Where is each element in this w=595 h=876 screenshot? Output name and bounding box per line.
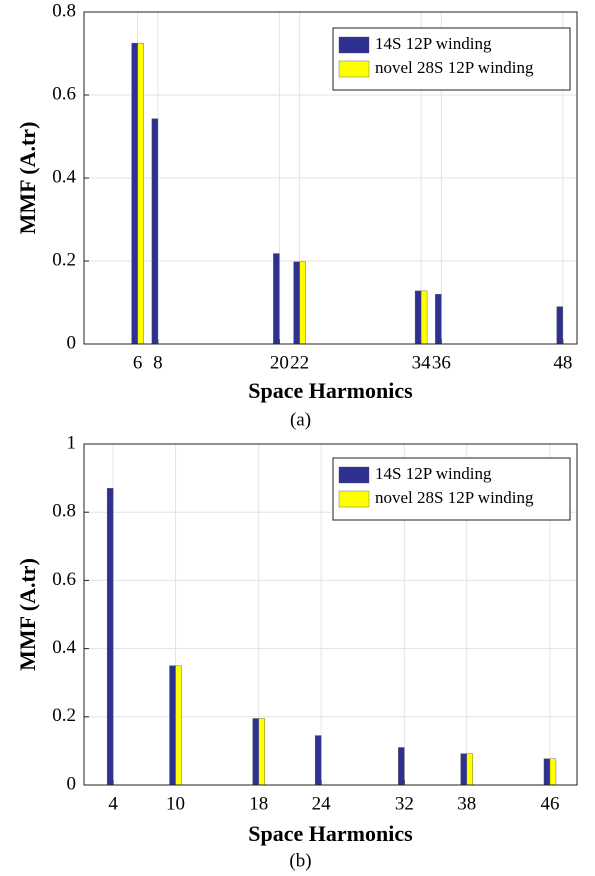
y-tick-label: 0.8 — [52, 0, 76, 21]
bar — [151, 118, 159, 345]
x-tick-label: 38 — [457, 793, 476, 814]
x-tick-label: 18 — [249, 793, 268, 814]
x-tick-label: 8 — [153, 352, 163, 373]
legend-label: novel 28S 12P winding — [375, 488, 534, 507]
bar — [466, 753, 473, 786]
legend-box — [332, 27, 571, 91]
x-tick-label: 10 — [166, 793, 185, 814]
bar — [258, 718, 265, 786]
x-axis-label: Space Harmonics — [248, 378, 413, 403]
legend-swatch — [338, 466, 370, 484]
x-tick-label: 20 — [270, 352, 289, 373]
y-axis-label: MMF (A.tr) — [15, 558, 40, 671]
bar — [131, 42, 138, 345]
bar — [549, 758, 557, 786]
x-tick-label: 24 — [312, 793, 332, 814]
x-axis-label: Space Harmonics — [248, 821, 413, 846]
y-tick-label: 1 — [67, 432, 77, 453]
y-tick-label: 0 — [67, 332, 77, 353]
y-tick-label: 0.4 — [52, 166, 76, 187]
y-tick-label: 0 — [67, 773, 77, 794]
y-tick-label: 0.4 — [52, 637, 76, 658]
bar — [460, 753, 467, 786]
y-tick-label: 0.8 — [52, 501, 76, 522]
bar — [293, 261, 300, 345]
bar — [252, 718, 259, 786]
axes-box — [83, 443, 578, 786]
legend-label: 14S 12P winding — [375, 34, 492, 53]
caption: (b) — [289, 850, 311, 871]
bar — [314, 735, 322, 786]
bar — [106, 488, 114, 786]
bar — [137, 42, 144, 345]
legend-swatch — [338, 36, 370, 54]
x-tick-label: 48 — [553, 352, 572, 373]
legend-swatch — [338, 60, 370, 78]
bar — [169, 665, 176, 786]
bar — [398, 747, 405, 786]
x-tick-label: 34 — [412, 352, 432, 373]
x-tick-label: 32 — [395, 793, 414, 814]
bar — [175, 665, 182, 786]
x-tick-label: 36 — [432, 352, 451, 373]
x-tick-label: 22 — [290, 352, 309, 373]
bar — [543, 758, 551, 786]
bar — [420, 290, 428, 345]
bar — [414, 290, 422, 345]
caption: (a) — [290, 409, 311, 430]
legend-label: novel 28S 12P winding — [375, 58, 534, 77]
x-tick-label: 6 — [133, 352, 143, 373]
x-tick-label: 4 — [108, 793, 118, 814]
y-axis-label: MMF (A.tr) — [15, 122, 40, 235]
y-tick-label: 0.2 — [52, 705, 76, 726]
y-tick-label: 0.2 — [52, 249, 76, 270]
legend-label: 14S 12P winding — [375, 464, 492, 483]
x-tick-label: 46 — [540, 793, 559, 814]
bar — [273, 253, 280, 345]
legend-box — [332, 457, 571, 521]
legend-swatch — [338, 490, 370, 508]
bar — [299, 261, 306, 345]
y-tick-label: 0.6 — [52, 83, 76, 104]
axes-box — [83, 11, 578, 345]
bar — [435, 294, 442, 345]
y-tick-label: 0.6 — [52, 569, 76, 590]
bar — [556, 306, 564, 345]
